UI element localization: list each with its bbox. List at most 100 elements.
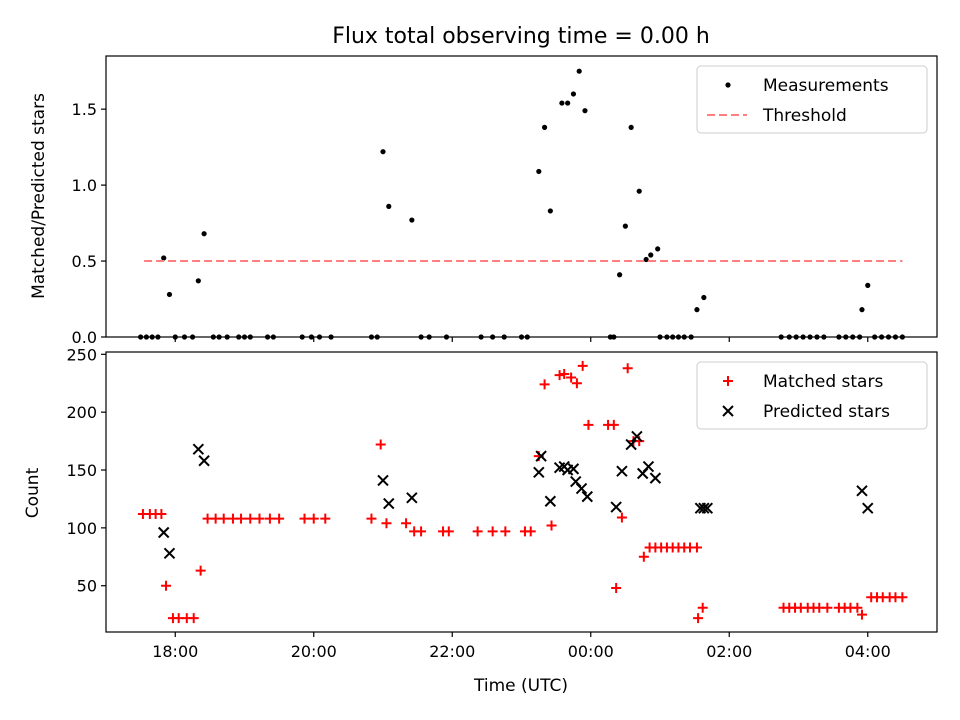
measurement-point xyxy=(622,223,628,229)
matched-star-point xyxy=(472,526,483,537)
measurement-point xyxy=(166,291,173,298)
figure-title: Flux total observing time = 0.00 h xyxy=(332,24,710,49)
matched-star-point xyxy=(375,439,386,450)
measurement-point xyxy=(628,124,634,130)
measurement-point xyxy=(617,272,623,278)
matched-star-point xyxy=(622,363,633,374)
x-tick-label: 00:00 xyxy=(568,642,614,661)
matched-star-point xyxy=(416,526,427,537)
predicted-star-point xyxy=(377,474,389,487)
top-panel: Matched/Predicted stars 0.0 0.5 1.0 1.5 Mea… xyxy=(29,55,938,347)
x-tick-label: 22:00 xyxy=(429,642,475,661)
matched-star-point xyxy=(611,583,622,594)
matched-star-point xyxy=(195,565,206,576)
legend-label: Predicted stars xyxy=(763,402,890,422)
top-y-tick-label: 1.0 xyxy=(72,176,97,195)
matched-star-point xyxy=(381,518,392,529)
measurement-point xyxy=(582,108,588,114)
top-y-tick-label: 1.5 xyxy=(72,100,97,119)
predicted-star-point xyxy=(406,492,418,504)
top-legend-box xyxy=(696,65,928,134)
matched-star-point xyxy=(161,580,172,591)
predicted-star-point xyxy=(631,430,643,443)
matched-star-point xyxy=(443,526,454,537)
matched-star-point xyxy=(245,513,256,524)
matched-star-point xyxy=(897,592,908,603)
measurement-point xyxy=(380,149,386,155)
measurement-point xyxy=(201,231,207,237)
predicted-star-point xyxy=(544,495,557,507)
matched-star-point xyxy=(616,512,627,523)
measurement-point xyxy=(559,100,565,106)
bottom-y-tick-label: 100 xyxy=(66,519,97,538)
predicted-star-point xyxy=(533,466,545,479)
matched-star-point xyxy=(320,513,331,524)
matched-star-point xyxy=(577,360,588,371)
top-axes-frame xyxy=(105,55,938,338)
bottom-panel: Count Time (UTC) 50 100 150 200 250 18:00 20:0… xyxy=(23,345,938,696)
matched-star-point xyxy=(583,419,594,430)
measurement-point xyxy=(409,217,415,223)
top-axes: 0.0 0.5 1.0 1.5 xyxy=(72,55,938,347)
matched-star-point xyxy=(554,370,565,381)
top-legend: Measurements Threshold xyxy=(696,65,928,134)
matched-star-point xyxy=(566,372,577,383)
measurement-point xyxy=(386,203,392,209)
top-y-tick-label: 0.5 xyxy=(72,252,97,271)
measurement-point xyxy=(655,246,661,252)
matched-star-point xyxy=(525,526,536,537)
measurement-point xyxy=(701,294,707,301)
matched-star-point xyxy=(608,419,619,430)
matched-star-point xyxy=(852,602,863,613)
measurement-point xyxy=(536,168,542,175)
matched-star-point xyxy=(156,508,167,519)
measurement-point xyxy=(161,255,167,261)
predicted-star-point xyxy=(862,502,874,514)
measurement-point xyxy=(195,278,201,284)
predicted-star-point xyxy=(575,482,588,495)
predicted-star-point xyxy=(616,465,628,477)
matched-star-point xyxy=(638,551,649,562)
matched-star-point xyxy=(254,513,265,524)
matched-star-point xyxy=(539,379,550,390)
matched-star-point xyxy=(218,513,229,524)
legend-predicted-swatch xyxy=(722,405,734,417)
measurement-point xyxy=(648,252,654,258)
x-tick-label: 02:00 xyxy=(706,642,752,661)
predicted-star-point xyxy=(642,460,655,473)
measurement-point xyxy=(565,100,571,106)
bottom-y-axis-label: Count xyxy=(23,467,43,518)
matched-star-point xyxy=(274,513,285,524)
predicted-star-point xyxy=(698,502,710,514)
predicted-star-point xyxy=(163,547,176,560)
legend-label: Threshold xyxy=(762,106,847,126)
matched-star-point xyxy=(366,513,377,524)
matched-star-point xyxy=(691,542,702,553)
predicted-star-point xyxy=(701,502,714,514)
measurement-point xyxy=(865,282,871,288)
predicted-star-point xyxy=(610,501,622,513)
bottom-legend-box xyxy=(696,361,928,430)
matched-star-point xyxy=(500,526,511,537)
matched-star-point xyxy=(856,609,867,620)
measurement-point xyxy=(541,124,548,130)
x-tick-label: 18:00 xyxy=(152,642,198,661)
predicted-star-point xyxy=(581,490,593,503)
predicted-star-point xyxy=(158,526,170,539)
bottom-legend: Matched stars Predicted stars xyxy=(696,361,928,430)
bottom-y-tick-label: 200 xyxy=(66,403,97,422)
matched-star-point xyxy=(697,602,708,613)
measurement-point xyxy=(547,208,553,214)
matched-star-point xyxy=(546,520,557,531)
matched-star-point xyxy=(308,513,319,524)
predicted-star-point xyxy=(198,455,210,467)
bottom-series-1 xyxy=(158,430,874,560)
measurement-point xyxy=(694,307,700,313)
bottom-axes: 50 100 150 200 250 18:00 20:00 22:00 00:00 02:00 0… xyxy=(66,345,938,661)
bottom-x-axis-label: Time (UTC) xyxy=(473,676,568,696)
predicted-star-point xyxy=(649,472,662,484)
legend-label: Matched stars xyxy=(763,372,883,392)
bottom-y-tick-label: 250 xyxy=(66,345,97,364)
matched-star-point xyxy=(188,613,199,624)
